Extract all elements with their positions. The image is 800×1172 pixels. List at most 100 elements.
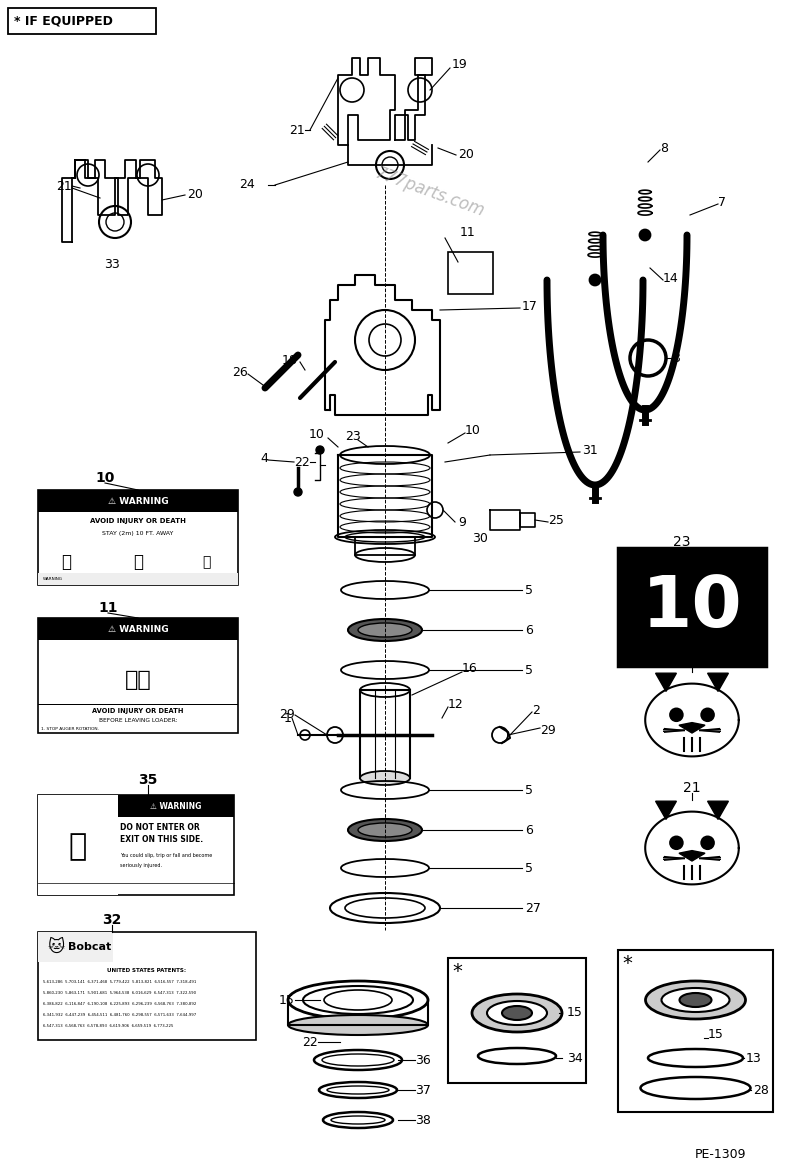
Ellipse shape — [502, 1006, 532, 1020]
Circle shape — [702, 709, 714, 721]
Text: seriously injured.: seriously injured. — [120, 863, 162, 867]
Text: * IF EQUIPPED: * IF EQUIPPED — [14, 14, 113, 27]
Text: 14: 14 — [663, 272, 678, 285]
Text: UNITED STATES PATENTS:: UNITED STATES PATENTS: — [107, 968, 186, 973]
Circle shape — [670, 709, 682, 721]
Text: WARNING: WARNING — [43, 577, 63, 581]
Text: *: * — [622, 954, 632, 974]
Ellipse shape — [360, 771, 410, 785]
Text: 21: 21 — [56, 179, 72, 192]
Bar — [618, 548, 766, 666]
Ellipse shape — [348, 619, 422, 641]
Text: 🌀: 🌀 — [133, 553, 143, 571]
Text: 8: 8 — [660, 142, 668, 155]
Text: 30: 30 — [472, 531, 488, 545]
Text: 20: 20 — [683, 653, 701, 667]
Polygon shape — [679, 723, 705, 732]
Text: 32: 32 — [102, 913, 122, 927]
Circle shape — [590, 275, 600, 285]
Text: EXIT ON THIS SIDE.: EXIT ON THIS SIDE. — [120, 836, 203, 845]
Text: 15: 15 — [567, 1007, 583, 1020]
Text: ⚠ WARNING: ⚠ WARNING — [108, 625, 168, 634]
Text: 18: 18 — [282, 354, 298, 367]
Text: 24: 24 — [239, 178, 255, 191]
Text: 13: 13 — [746, 1051, 762, 1064]
Text: 11: 11 — [460, 225, 476, 238]
Text: 4: 4 — [260, 451, 268, 464]
Text: 22: 22 — [302, 1036, 318, 1049]
Ellipse shape — [472, 994, 562, 1033]
Text: Bobcat: Bobcat — [68, 942, 111, 952]
Text: 22: 22 — [294, 456, 310, 469]
Text: 📋: 📋 — [61, 553, 71, 571]
Text: 777parts.com: 777parts.com — [373, 164, 487, 220]
Text: 27: 27 — [525, 901, 541, 914]
Text: 3: 3 — [672, 352, 680, 364]
Ellipse shape — [646, 981, 746, 1018]
Ellipse shape — [358, 624, 412, 638]
Text: 🚜💨: 🚜💨 — [125, 670, 151, 690]
Text: 29: 29 — [279, 709, 295, 722]
Text: 34: 34 — [567, 1051, 582, 1064]
Text: 7: 7 — [718, 196, 726, 209]
Ellipse shape — [358, 823, 412, 837]
Text: 5: 5 — [525, 663, 533, 676]
Text: 10: 10 — [642, 572, 742, 641]
Text: 16: 16 — [462, 661, 478, 675]
Text: 23: 23 — [674, 534, 690, 548]
Circle shape — [640, 230, 650, 240]
Text: 11: 11 — [98, 601, 118, 615]
Circle shape — [670, 837, 682, 849]
Text: ⚠ WARNING: ⚠ WARNING — [150, 802, 202, 811]
Text: 1. STOP AUGER ROTATION.: 1. STOP AUGER ROTATION. — [41, 727, 99, 731]
Ellipse shape — [348, 819, 422, 841]
Text: 20: 20 — [187, 189, 203, 202]
Text: 5,613,286  5,703,141  6,371,468  5,779,422  5,813,821  6,516,557  7,318,491: 5,613,286 5,703,141 6,371,468 5,779,422 … — [43, 980, 196, 984]
Bar — [618, 950, 773, 1112]
Text: 10: 10 — [309, 429, 325, 442]
Bar — [38, 932, 256, 1040]
Text: 36: 36 — [415, 1054, 430, 1067]
Text: 17: 17 — [522, 300, 538, 313]
Text: 37: 37 — [415, 1083, 431, 1097]
Text: AVOID INJURY OR DEATH: AVOID INJURY OR DEATH — [90, 518, 186, 524]
Bar — [38, 573, 238, 585]
Ellipse shape — [487, 1001, 547, 1026]
Bar — [38, 490, 238, 512]
Ellipse shape — [679, 993, 711, 1007]
Text: 29: 29 — [540, 723, 556, 736]
Text: 31: 31 — [582, 443, 598, 457]
Polygon shape — [656, 802, 677, 819]
Text: 🚶: 🚶 — [69, 832, 87, 861]
Text: 26: 26 — [232, 366, 248, 379]
Text: 🐱: 🐱 — [48, 938, 66, 956]
Bar — [38, 618, 238, 732]
Bar — [360, 690, 410, 778]
Polygon shape — [679, 851, 705, 861]
Bar — [448, 252, 493, 294]
Text: 🚷: 🚷 — [202, 556, 210, 568]
Text: 20: 20 — [458, 149, 474, 162]
Text: 12: 12 — [448, 697, 464, 710]
Text: 15: 15 — [279, 994, 295, 1007]
Text: 10: 10 — [465, 423, 481, 436]
Text: 5,860,230  5,863,171  5,901,681  5,964,538  6,016,629  6,547,313  7,322,590: 5,860,230 5,863,171 5,901,681 5,964,538 … — [43, 992, 196, 995]
Polygon shape — [708, 673, 728, 691]
Circle shape — [316, 447, 324, 454]
Text: 5: 5 — [525, 584, 533, 597]
Text: 15: 15 — [707, 1029, 723, 1042]
Ellipse shape — [662, 988, 730, 1011]
Text: 28: 28 — [754, 1083, 770, 1097]
Bar — [8, 8, 156, 34]
Text: 5: 5 — [525, 861, 533, 874]
Bar — [448, 958, 586, 1083]
Text: 9: 9 — [458, 517, 466, 530]
Text: 6,386,822  6,116,847  6,190,108  6,225,893  6,296,239  6,568,763  7,380,892: 6,386,822 6,116,847 6,190,108 6,225,893 … — [43, 1002, 196, 1006]
Text: 21: 21 — [683, 781, 701, 795]
Bar — [38, 932, 113, 962]
Text: 23: 23 — [345, 430, 361, 443]
Text: 6,341,932  6,447,239  6,454,511  6,481,760  6,298,557  6,571,633  7,644,997: 6,341,932 6,447,239 6,454,511 6,481,760 … — [43, 1013, 196, 1017]
Text: 1: 1 — [284, 711, 292, 724]
Text: 25: 25 — [548, 513, 564, 526]
Bar — [38, 795, 234, 895]
